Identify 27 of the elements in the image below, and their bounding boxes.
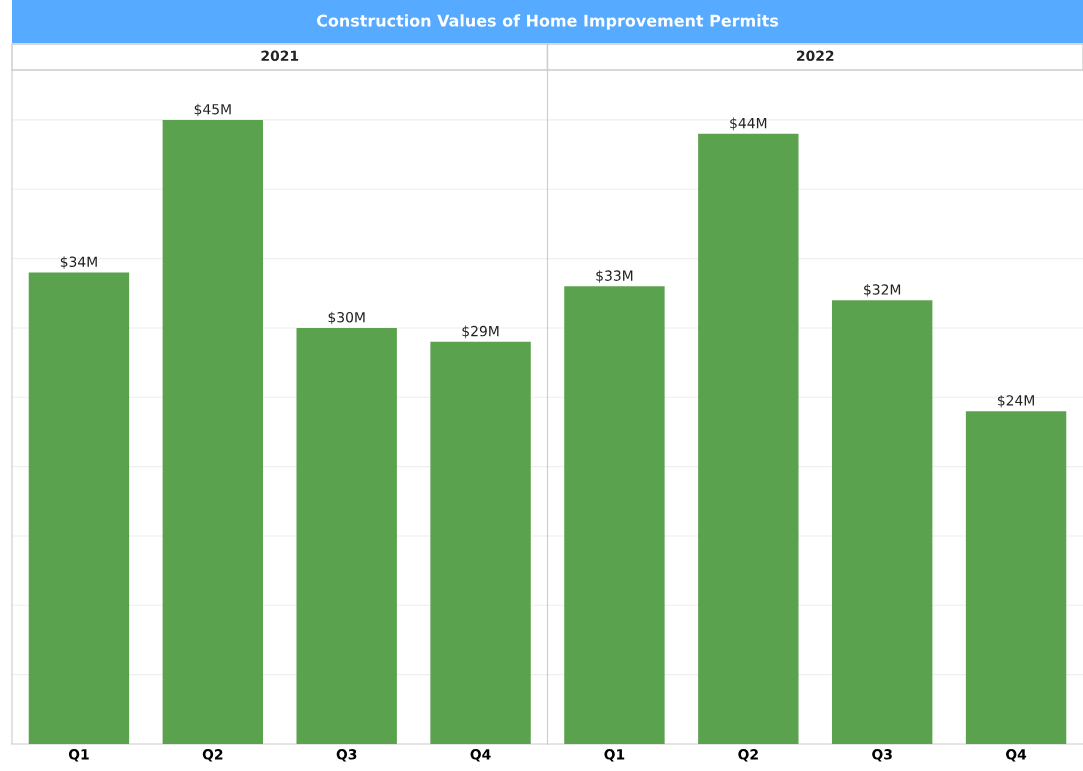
x-tick-label: Q4 (470, 749, 491, 762)
data-label: $30M (328, 311, 365, 325)
x-tick-label: Q3 (336, 749, 357, 762)
chart-title: 2021 (261, 50, 299, 62)
x-tick-label: Q2 (202, 749, 223, 762)
data-label: $33M (596, 270, 633, 283)
x-tick-label: Q3 (872, 749, 892, 762)
x-tick-label: Q1 (604, 749, 625, 762)
text: Construction Values of Home Improvement Permits (316, 14, 779, 30)
bar (162, 119, 264, 744)
chart-title: 2022 (797, 50, 834, 62)
bar (965, 411, 1067, 744)
data-label: $32M (864, 283, 901, 297)
x-tick-label: Q2 (738, 749, 758, 762)
bar (831, 300, 933, 744)
bar (430, 341, 531, 744)
x-tick-label: Q4 (1006, 749, 1027, 762)
bar (564, 286, 665, 744)
bar (296, 327, 397, 744)
data-label: $45M (194, 103, 231, 117)
data-label: $34M (60, 256, 97, 269)
bar (698, 133, 799, 744)
data-label: $24M (997, 394, 1034, 408)
bar (28, 272, 130, 744)
data-label: $44M (730, 117, 767, 131)
data-label: $29M (462, 325, 499, 339)
x-tick-label: Q1 (68, 749, 89, 762)
